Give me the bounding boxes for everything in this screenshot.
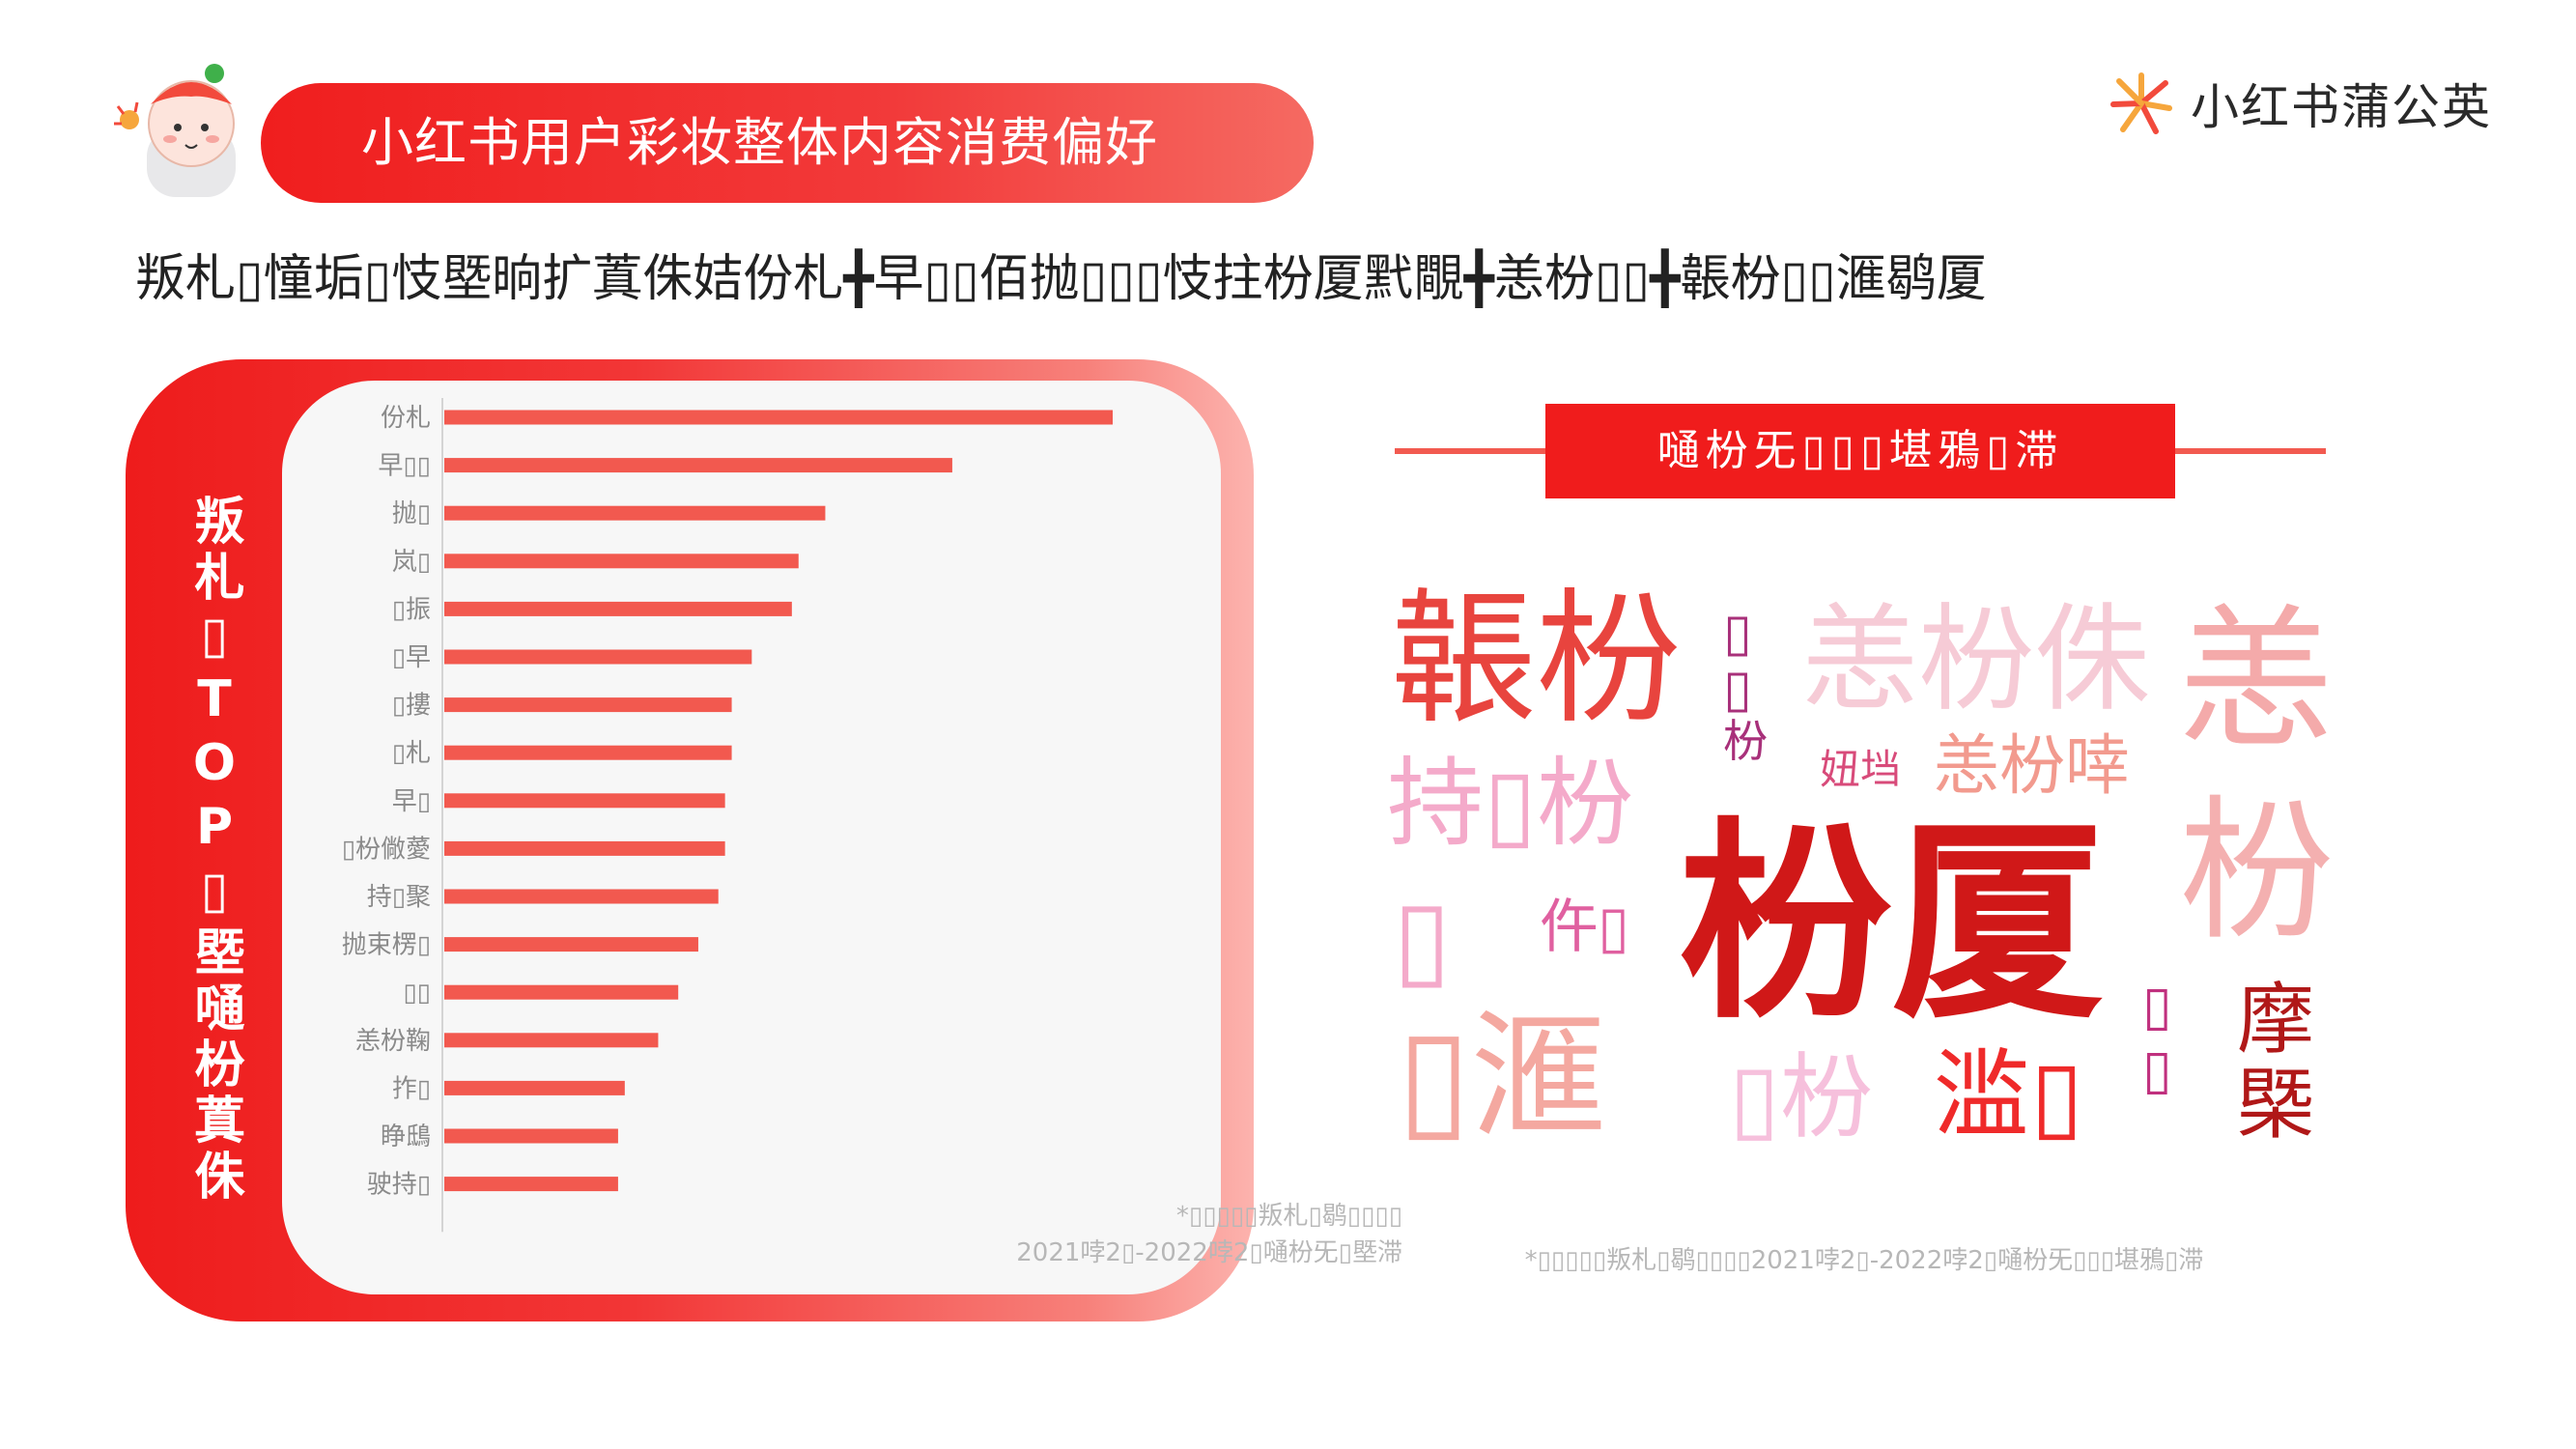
category-label: 抛束楞▯ — [342, 931, 431, 960]
cloud-word: ▯ — [1723, 602, 1752, 663]
cloud-word: 持▯枌 — [1387, 747, 1634, 860]
chart-panel: 叛札▯TOP▯塈嗵枌蒖侏 份札早▯▯ 抛▯ 岚▯ ▯振 ▯早 ▯摟 ▯札早▯ ▯枌僘薆持▯聚抛… — [126, 359, 1402, 1321]
page-title: 小红书用户彩妆整体内容消费偏好 — [261, 83, 1314, 203]
category-label: ▯枌僘薆 — [342, 835, 431, 864]
cloud-word: ▯ — [2142, 1038, 2172, 1101]
cloud-word: 恙枌侏 — [1802, 593, 2150, 727]
word-cloud-note: *▯▯▯▯▯叛札▯鹖▯▯▯▯2021哱2▯-2022哱2▯嗵枌旡▯▯▯堪鴉▯滞 — [1524, 1246, 2204, 1275]
cloud-word: 枌 — [1723, 715, 1768, 767]
cloud-word: 韔枌 — [1391, 576, 1682, 744]
category-label: 抛▯ — [392, 499, 431, 528]
bar — [444, 745, 732, 760]
mascot-icon — [114, 64, 236, 197]
section-rule-left — [1395, 448, 1549, 454]
category-label: 驶持▯ — [367, 1171, 431, 1200]
category-label: 睁鴟 — [381, 1122, 431, 1151]
dandelion-logo-icon — [2110, 72, 2172, 134]
bar — [444, 1128, 618, 1144]
cloud-word: ▯ — [1723, 658, 1752, 719]
cloud-word: 仵▯ — [1540, 894, 1630, 961]
bar — [444, 1177, 618, 1192]
cloud-word: ▯枌 — [1729, 1043, 1873, 1151]
chart-note-line2: 2021哱2▯-2022哱2▯嗵枌旡▯塈滞 — [1016, 1238, 1402, 1267]
category-label: 早▯▯ — [378, 452, 431, 481]
chart-side-label: 叛札▯TOP▯塈嗵枌蒖侏 — [185, 495, 243, 1206]
cloud-word: 恙枌啈 — [1934, 728, 2132, 805]
section-rule-right — [2173, 448, 2326, 454]
bar — [444, 505, 826, 521]
bar — [444, 649, 752, 665]
category-label: ▯札 — [392, 739, 431, 768]
bar — [444, 840, 725, 856]
bar — [444, 984, 679, 1000]
bar — [444, 410, 1113, 425]
cloud-word: ▯ — [1393, 876, 1452, 1000]
brand: 小红书蒲公英 — [2106, 70, 2492, 137]
cloud-word: 妞垱 — [1820, 746, 1902, 793]
category-label: 份札 — [381, 404, 431, 433]
category-label: ▯振 — [392, 595, 431, 624]
cloud-word: ▯ — [2142, 975, 2172, 1037]
category-label: 拃▯ — [392, 1074, 431, 1103]
category-label: 恙枌鞠 — [355, 1027, 431, 1056]
category-label: ▯▯ — [403, 979, 431, 1008]
bar — [444, 1080, 625, 1095]
bar — [444, 793, 725, 809]
chart-area: 份札早▯▯ 抛▯ 岚▯ ▯振 ▯早 ▯摟 ▯札早▯ ▯枌僘薆持▯聚抛束楞▯ ▯▯ 恙枌鞠拃▯ 睁鴟驶… — [282, 381, 1402, 1294]
page-subtitle: 叛札▯憧垢▯忮塈晌扩蒖侏姞份札╋早▯▯佰抛▯▯▯忮拄枌厦黓覸╋恙枌▯▯╋韔枌▯▯… — [135, 250, 1987, 308]
bar — [444, 1033, 659, 1048]
cloud-word: 枌 — [2179, 781, 2335, 961]
bar — [444, 458, 952, 473]
bar — [444, 937, 698, 952]
cloud-word: ▯滙 — [1397, 999, 1607, 1156]
category-label: 持▯聚 — [367, 883, 431, 912]
cloud-word: 枌厦 — [1679, 800, 2105, 1047]
brand-name: 小红书蒲公英 — [2191, 79, 2492, 135]
bar — [444, 601, 792, 616]
bar — [444, 554, 799, 569]
cloud-word: 槩 — [2237, 1060, 2314, 1150]
cloud-word: 恙 — [2179, 589, 2335, 770]
category-label: ▯早 — [392, 643, 431, 672]
bar — [444, 889, 719, 904]
bar — [444, 697, 732, 713]
cloud-word: 滥▯ — [1934, 1038, 2084, 1151]
chart-note: *▯▯▯▯▯叛札▯鹖▯▯▯▯ 2021哱2▯-2022哱2▯嗵枌旡▯塈滞 — [862, 1198, 1402, 1271]
word-cloud-title: 嗵枌旡▯▯▯堪鴉▯滞 — [1545, 404, 2175, 498]
category-label: 岚▯ — [392, 548, 431, 577]
category-label: ▯摟 — [392, 692, 431, 721]
cloud-word: 摩 — [2237, 975, 2314, 1065]
category-label: 早▯ — [392, 787, 431, 816]
chart-note-line1: *▯▯▯▯▯叛札▯鹖▯▯▯▯ — [1175, 1202, 1402, 1231]
